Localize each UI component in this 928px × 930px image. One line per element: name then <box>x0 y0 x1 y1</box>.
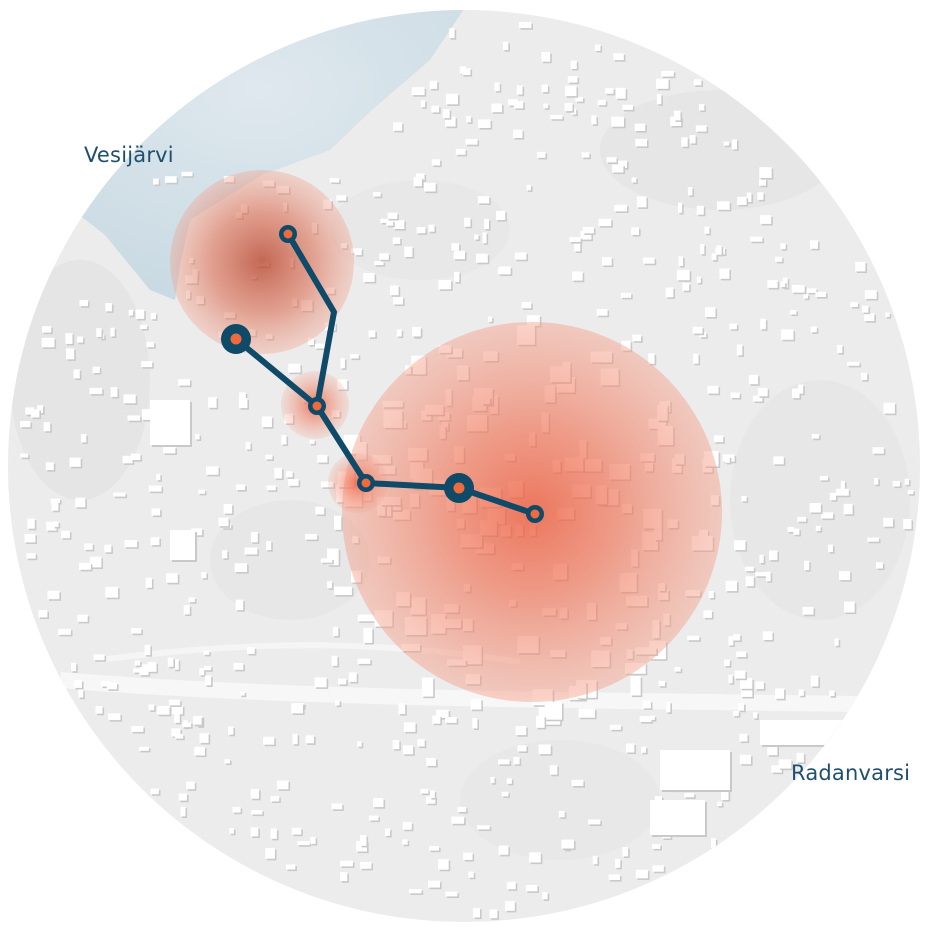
stop-centre-east[interactable] <box>526 505 544 523</box>
railway-corridor <box>59 672 920 713</box>
label-vesijarvi: Vesijärvi <box>84 143 174 167</box>
stop-centre-west[interactable] <box>357 474 375 492</box>
stop-harbour-hub[interactable] <box>221 324 251 354</box>
label-radanvarsi: Radanvarsi <box>791 761 911 785</box>
heat-zone-harbour <box>170 170 354 354</box>
stop-harbour-north[interactable] <box>279 225 297 243</box>
route-branch <box>233 336 320 409</box>
stop-hill[interactable] <box>308 397 326 415</box>
stop-centre-hub[interactable] <box>444 473 474 503</box>
